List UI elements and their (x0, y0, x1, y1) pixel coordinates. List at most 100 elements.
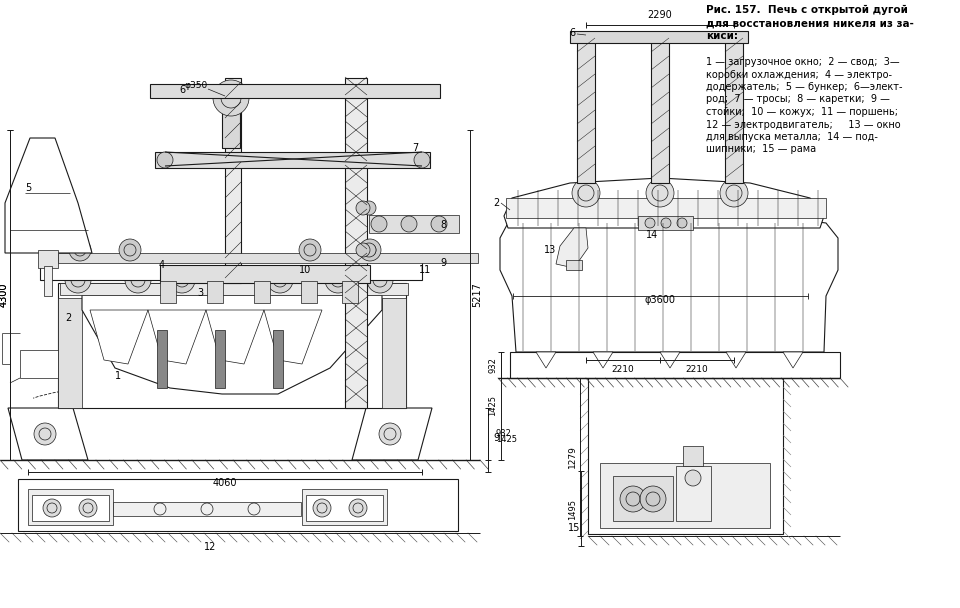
Text: 6: 6 (570, 28, 576, 38)
Circle shape (119, 239, 141, 261)
Bar (58, 298, 82, 408)
Text: 1: 1 (115, 371, 121, 381)
Bar (32, 495, 109, 521)
Text: 10: 10 (299, 265, 311, 275)
Bar (273, 330, 283, 388)
Bar (301, 281, 317, 303)
Text: φ3600: φ3600 (644, 295, 676, 305)
Bar (44, 266, 52, 296)
Text: 4: 4 (159, 260, 165, 270)
Bar (588, 378, 783, 534)
Circle shape (213, 80, 249, 116)
Text: Рис. 157.  Печь с открытой дугой: Рис. 157. Печь с открытой дугой (706, 5, 908, 15)
Bar (20, 350, 58, 378)
Text: 9: 9 (440, 258, 446, 268)
Circle shape (640, 486, 666, 512)
Bar (150, 84, 440, 98)
Circle shape (431, 216, 447, 232)
Bar (160, 281, 176, 303)
Bar (683, 446, 703, 466)
Bar (369, 215, 459, 233)
Bar (725, 38, 743, 183)
Text: 5217: 5217 (472, 283, 482, 308)
Bar (577, 38, 595, 183)
Bar (613, 476, 673, 521)
Text: 7: 7 (412, 143, 419, 153)
Text: 4300: 4300 (0, 607, 1, 608)
Polygon shape (90, 310, 148, 364)
Bar (600, 463, 770, 528)
Circle shape (362, 201, 376, 215)
Text: стойки;  10 — кожух;  11 — поршень;: стойки; 10 — кожух; 11 — поршень; (706, 107, 898, 117)
Text: 13: 13 (543, 245, 556, 255)
Circle shape (313, 499, 331, 517)
Bar (302, 489, 387, 525)
Text: 12 — электродвигатель;     13 — окно: 12 — электродвигатель; 13 — окно (706, 120, 900, 130)
Bar (157, 330, 167, 388)
Circle shape (356, 201, 370, 215)
Polygon shape (264, 310, 322, 364)
Text: 2: 2 (493, 198, 500, 208)
Polygon shape (660, 352, 680, 368)
Circle shape (34, 423, 56, 445)
Circle shape (645, 218, 655, 228)
Text: 8: 8 (440, 220, 446, 230)
Bar (58, 283, 406, 408)
Text: шипники;  15 — рама: шипники; 15 — рама (706, 145, 816, 154)
Bar (638, 216, 693, 230)
Bar (566, 260, 582, 270)
Bar (40, 260, 422, 280)
Bar (113, 502, 301, 516)
Bar (506, 198, 826, 218)
Circle shape (367, 267, 393, 293)
Polygon shape (8, 408, 88, 460)
Text: киси:: киси: (706, 31, 738, 41)
Polygon shape (500, 205, 838, 352)
Polygon shape (206, 310, 264, 364)
Text: 2210: 2210 (612, 365, 635, 374)
Text: 1425: 1425 (489, 395, 497, 416)
Bar (215, 330, 225, 388)
Bar (382, 298, 406, 408)
Polygon shape (556, 228, 588, 268)
Text: 9: 9 (493, 433, 500, 443)
Circle shape (299, 239, 321, 261)
Bar (510, 352, 840, 378)
Text: 3: 3 (197, 288, 204, 298)
Bar (60, 283, 408, 295)
Bar (345, 78, 367, 408)
Bar (28, 489, 113, 525)
Polygon shape (783, 352, 803, 368)
Circle shape (720, 179, 748, 207)
Circle shape (620, 486, 646, 512)
Bar (676, 466, 711, 521)
Text: 1279: 1279 (567, 446, 577, 468)
Text: род;  7 — тросы;  8 — каретки;  9 —: род; 7 — тросы; 8 — каретки; 9 — (706, 94, 890, 105)
Text: 4300: 4300 (0, 283, 9, 307)
Text: для выпуска металла;  14 — под-: для выпуска металла; 14 — под- (706, 132, 877, 142)
Text: 1495: 1495 (568, 499, 578, 519)
Text: 6: 6 (179, 85, 185, 95)
Circle shape (69, 239, 91, 261)
Circle shape (359, 239, 381, 261)
Text: 12: 12 (204, 542, 216, 552)
Bar (342, 281, 358, 303)
Bar (570, 31, 748, 43)
Text: 932: 932 (489, 357, 497, 373)
Bar (254, 281, 270, 303)
Circle shape (267, 267, 293, 293)
Circle shape (325, 267, 351, 293)
Circle shape (371, 216, 387, 232)
Text: 1 — загрузочное окно;  2 — свод;  3—: 1 — загрузочное окно; 2 — свод; 3— (706, 57, 900, 67)
Bar (58, 253, 478, 263)
Bar (225, 78, 241, 283)
Circle shape (685, 470, 701, 486)
Bar (306, 495, 383, 521)
Text: 4060: 4060 (213, 478, 237, 488)
Circle shape (356, 243, 370, 257)
Text: 4300: 4300 (0, 283, 9, 307)
Bar (160, 265, 370, 283)
Circle shape (43, 499, 61, 517)
Circle shape (379, 423, 401, 445)
Polygon shape (726, 352, 746, 368)
